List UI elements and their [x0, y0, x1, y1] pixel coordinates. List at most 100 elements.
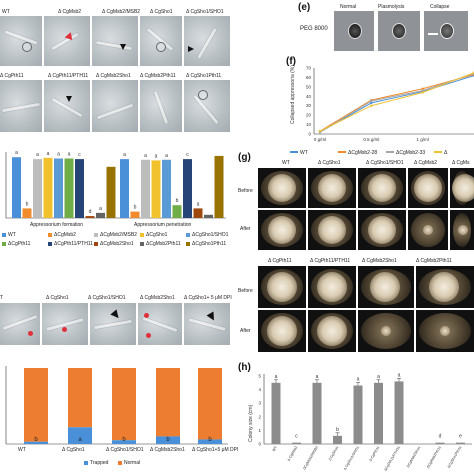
h-xlabel-0: WT [272, 445, 279, 453]
panel-c-micrograph-3 [90, 303, 136, 345]
h-letter-1: c [295, 434, 298, 440]
f-legend-swatch-3 [434, 151, 442, 153]
red-dot-marker-1 [28, 331, 33, 336]
bar-letter-0-2: a [36, 152, 39, 158]
h-bar-0 [271, 382, 281, 444]
bar-0-8 [96, 212, 105, 218]
bar-letter-1-1: b [134, 205, 137, 211]
h-letter-3: b [336, 427, 339, 433]
micrograph-msb2pth11 [140, 80, 182, 132]
h-bar-4 [353, 385, 363, 444]
h-xlabel-8: ΔCgMsb2Pth11 [426, 446, 442, 470]
plate-ms-before [450, 168, 474, 208]
black-arrow-marker [120, 44, 126, 50]
bar-normal-4 [198, 368, 222, 440]
panel-g-header-5: Δ CgMs [452, 160, 470, 166]
bar-letter-2: b [122, 437, 126, 443]
bar-letter-1-5: b [176, 198, 179, 204]
panel-g-header-9: Δ CgMsb2Pth11 [416, 258, 452, 264]
panel-c-label-1: T [0, 295, 4, 301]
bar-letter-0-4: a [57, 151, 60, 157]
black-arrow-marker-4 [110, 309, 122, 321]
h-letter-6: a [398, 372, 401, 378]
f-legend-label-1: ΔCgMsb2-28 [348, 150, 378, 156]
legend-label-4: ΔCgSho1/SHO1 [192, 232, 229, 238]
panel-g-letter: (g) [238, 152, 251, 163]
panel-g-side-4: After [240, 328, 251, 334]
panel-b-legend: WT ΔCgMsb2 ΔCgMsb2/MSB2 ΔCgSho1 ΔCgSho1/SHO1… [2, 232, 230, 252]
panel-g-header-1: WT [282, 160, 290, 166]
legend-swatch-0 [2, 233, 6, 237]
white-arrow-marker [428, 33, 438, 35]
legend-swatch-1 [48, 233, 52, 237]
bar-trapped-4 [198, 439, 222, 444]
panel-h-ylabel: Colony size (cm) [248, 404, 254, 442]
panel-e-image-plasmolysis [378, 11, 420, 51]
f-ytick-3: 30 [306, 103, 312, 108]
h-letter-9: e [459, 434, 462, 440]
f-point-2-2 [421, 89, 424, 92]
panel-f-chart: Collapsed appressoria (%) 0 10 20 30 40 50 60 7… [290, 65, 474, 142]
panel-g-header-2: Δ CgSho1 [318, 160, 341, 166]
panel-f-lines [318, 71, 474, 134]
f-legend-label-2: ΔCgMsb2-33 [396, 150, 426, 156]
h-bar-9 [456, 442, 465, 444]
f-ytick-6: 60 [306, 75, 312, 80]
plate-pth11-before [258, 266, 306, 308]
h-bar-1 [292, 442, 301, 444]
bar-normal-0 [24, 368, 48, 442]
legend-label-trapped: Trapped [90, 460, 109, 466]
f-xtick-0: 0 g/ml [314, 137, 326, 142]
bar-letter-0-5: a [68, 151, 71, 157]
panel-h-chart: Colony size (cm) 0 1 2 3 4 5 a WT c Δ CgMsb2 a ΔCg… [248, 372, 472, 472]
black-arrow-marker-3 [66, 96, 72, 102]
h-letter-4: a [357, 377, 360, 383]
f-line-3 [319, 72, 474, 132]
bar-1-9 [214, 155, 224, 218]
plate-wt-after [258, 210, 306, 250]
plate-pth11c-before [308, 266, 356, 308]
panel-g-header-4: Δ CgMsb2 [414, 160, 438, 166]
plate-msb2-after [408, 210, 448, 250]
h-ytick-4: 4 [258, 387, 261, 392]
legend-label-7: ΔCgMsb2Sho1 [100, 241, 134, 247]
bar-letter-0-3: a [47, 151, 50, 157]
legend-label-8: ΔCgMsb2Pth11 [146, 241, 181, 247]
f-ytick-7: 70 [306, 66, 312, 71]
legend-swatch-5 [2, 242, 6, 246]
panel-f-ylabel: Collapsed appressoria (%) [290, 65, 296, 124]
bar-0-3 [43, 157, 53, 218]
bar-1-0 [120, 159, 129, 218]
panel-e-letter: (e) [298, 2, 311, 13]
plate-wt-before [258, 168, 306, 208]
h-bar-3 [333, 435, 342, 444]
panel-d-legend: Trapped Normal [84, 460, 184, 468]
plate-ms-after [450, 210, 474, 250]
panel-e-image-normal [334, 11, 374, 51]
panel-c-micrograph-2 [42, 303, 88, 345]
bar-1-5 [172, 205, 182, 218]
legend-swatch-4 [186, 233, 190, 237]
bar-1-2 [141, 159, 150, 218]
micrograph-msb2sho1 [92, 80, 138, 132]
bar-letter-1-6: c [186, 152, 189, 158]
micrograph-sho1 [140, 16, 182, 66]
h-xlabel-6: ΔCgPth11/PTH11 [383, 446, 400, 472]
plate-sho1-before [308, 168, 356, 208]
f-point-0-1 [370, 101, 373, 105]
legend-label-normal: Normal [124, 460, 141, 466]
micrograph-pth11-complement [44, 80, 90, 132]
plate-msb2pth11-after [416, 310, 474, 352]
bar-letter-1-3: a [155, 153, 158, 159]
panel-a-label-8: Δ CgMsb2Sho1 [96, 73, 131, 79]
panel-f-letter: (f) [286, 56, 296, 67]
legend-label-2: ΔCgMsb2/MSB2 [100, 232, 137, 238]
legend-label-6: ΔCgPth11/PTH11 [54, 241, 94, 247]
bar-0-9 [106, 166, 116, 218]
plate-sho1c-after [358, 210, 406, 250]
f-point-3-1 [370, 104, 373, 107]
f-point-3-0 [318, 129, 322, 133]
f-xtick-1: 0.5 g/ml [363, 137, 379, 142]
panel-g-side-3: Before [238, 288, 253, 294]
